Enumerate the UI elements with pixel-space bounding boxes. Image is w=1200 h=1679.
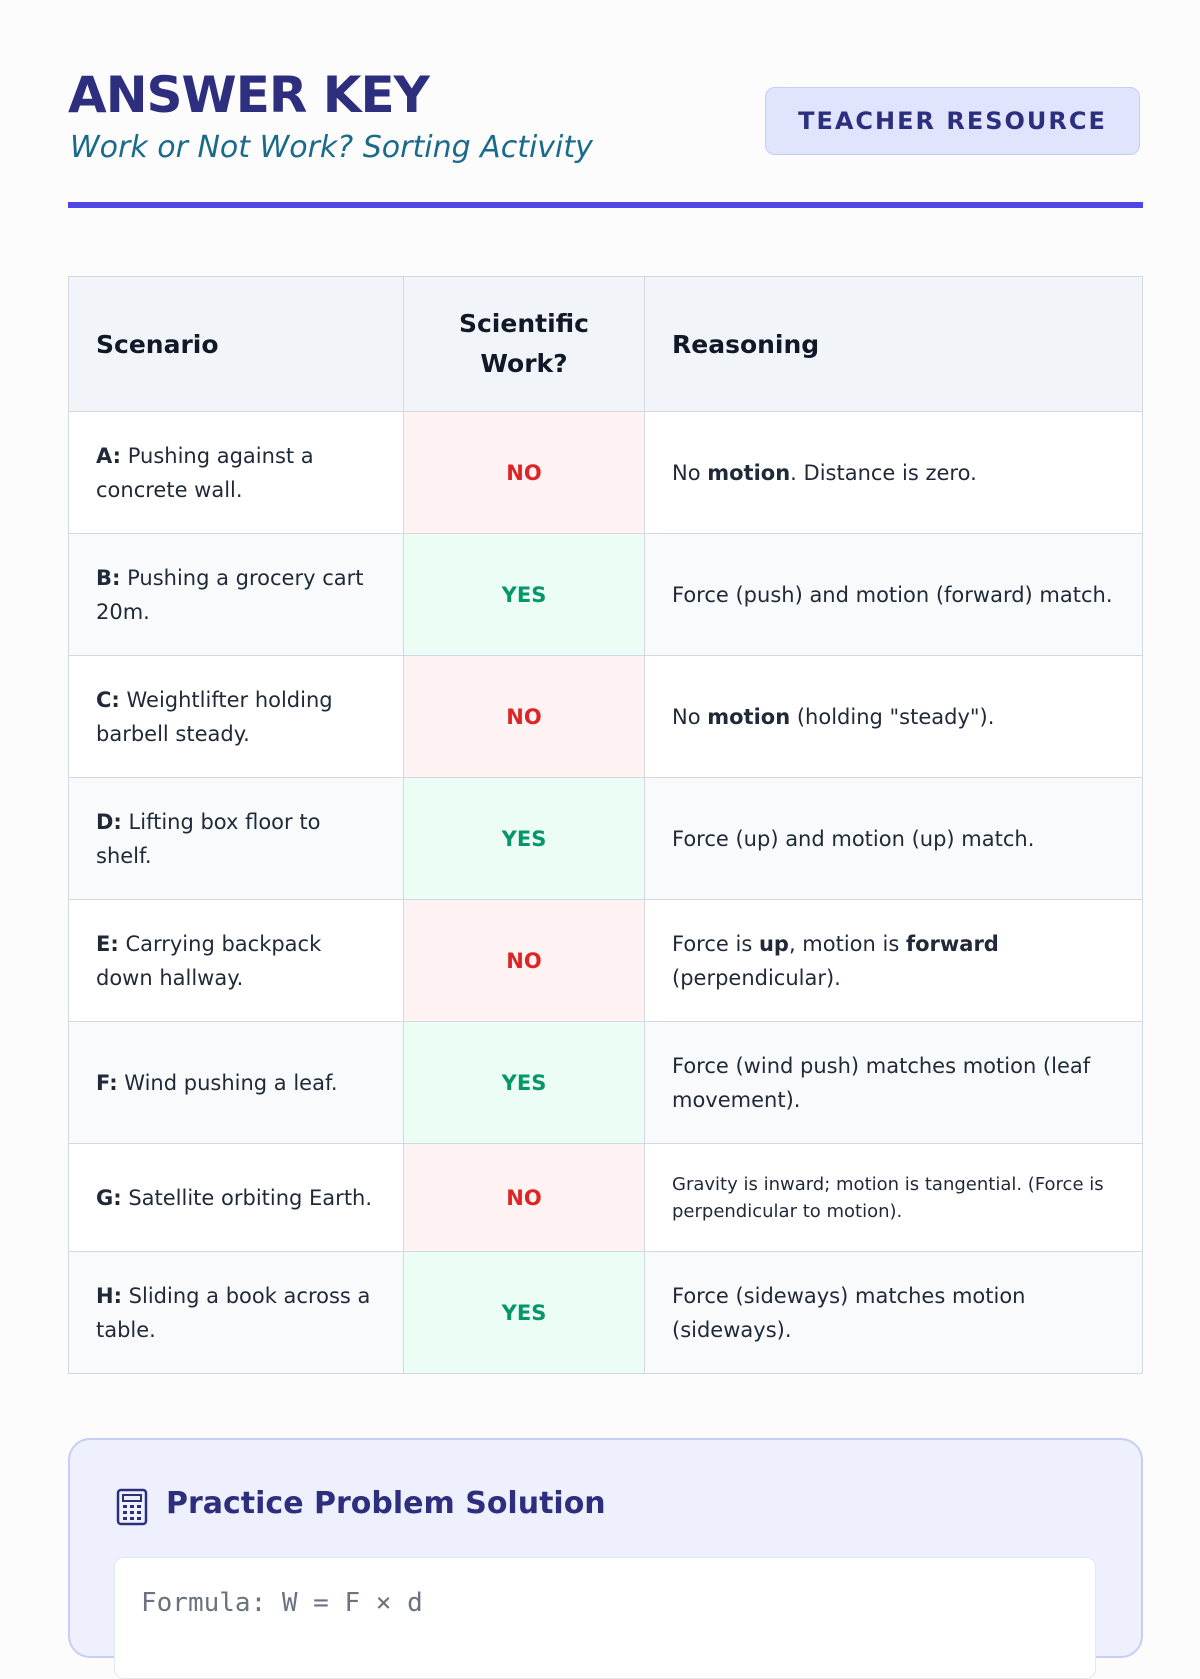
reasoning-text: Gravity is inward; motion is tangential.… — [672, 1173, 1104, 1222]
code-box: Formula: W = F × d — [114, 1557, 1096, 1679]
scenario-text: Pushing against a concrete wall. — [96, 443, 314, 502]
table-row: D: Lifting box floor to shelf. YES Force (… — [68, 777, 1143, 900]
reasoning-text: . Distance is zero. — [790, 460, 977, 485]
scenario-label: B: — [96, 565, 121, 590]
reasoning-cell: Force (sideways) matches motion (sideway… — [644, 1251, 1143, 1374]
reasoning-text: (holding "steady"). — [790, 704, 995, 729]
reasoning-text: No — [672, 704, 708, 729]
reasoning-cell: Force (push) and motion (forward) match. — [644, 533, 1143, 656]
scenario-text: Sliding a book across a table. — [96, 1283, 371, 1342]
table-row: H: Sliding a book across a table. YES Forc… — [68, 1251, 1143, 1374]
reasoning-text: , motion is — [788, 931, 906, 956]
scenario-text: Wind pushing a leaf. — [124, 1070, 338, 1095]
table-row: E: Carrying backpack down hallway. NO Forc… — [68, 899, 1143, 1022]
reasoning-text: up — [758, 931, 789, 956]
table-row: F: Wind pushing a leaf. YES Force (wind pu… — [68, 1021, 1143, 1144]
scenario-label: F: — [96, 1070, 118, 1095]
table-row: A: Pushing against a concrete wall. NO No … — [68, 411, 1143, 534]
reasoning-text: motion — [707, 460, 791, 485]
reasoning-cell: Force (wind push) matches motion (leaf m… — [644, 1021, 1143, 1144]
reasoning-text: Force is — [672, 931, 759, 956]
reasoning-text: Force (push) and motion (forward) match. — [672, 582, 1113, 607]
table-body: A: Pushing against a concrete wall. NO No … — [68, 411, 1143, 1374]
header-cell: Reasoning — [644, 276, 1143, 412]
scenario-label: G: — [96, 1185, 122, 1210]
card-title: Practice Problem Solution — [166, 1486, 606, 1521]
scenario-label: A: — [96, 443, 122, 468]
table-row: B: Pushing a grocery cart 20m. YES Force (… — [68, 533, 1143, 656]
scenario-text: Weightlifter holding barbell steady. — [96, 687, 333, 746]
reasoning-cell: Gravity is inward; motion is tangential.… — [644, 1143, 1143, 1252]
header-row: Scenario Scientific Work? Reasoning — [68, 276, 1143, 412]
scenario-label: E: — [96, 931, 119, 956]
title: ANSWER KEY — [68, 66, 430, 124]
reasoning-cell: Force is up, motion is forward (perpendi… — [644, 899, 1143, 1022]
reasoning-cell: Force (up) and motion (up) match. — [644, 777, 1143, 900]
scenario-text: Pushing a grocery cart 20m. — [96, 565, 364, 624]
page: ANSWER KEY Work or Not Work? Sorting Act… — [68, 66, 1143, 1679]
reasoning-text: Force (sideways) matches motion (sideway… — [672, 1283, 1026, 1342]
subtitle: Work or Not Work? Sorting Activity — [70, 130, 593, 165]
verdict-cell: YES — [403, 533, 645, 656]
reasoning-cell: No motion. Distance is zero. — [644, 411, 1143, 534]
table-row: G: Satellite orbiting Earth. NO Gravity is… — [68, 1143, 1143, 1252]
answer-table: Scenario Scientific Work? Reasoning A: P… — [68, 276, 1143, 1374]
verdict-cell: YES — [403, 1251, 645, 1374]
scenario-label: H: — [96, 1283, 122, 1308]
verdict-cell: NO — [403, 899, 645, 1022]
reasoning-text: Force (up) and motion (up) match. — [672, 826, 1035, 851]
scenario-cell: B: Pushing a grocery cart 20m. — [68, 533, 404, 656]
reasoning-text: forward — [905, 931, 999, 956]
reasoning-text: Force (wind push) matches motion (leaf m… — [672, 1053, 1091, 1112]
solution-card: Practice Problem Solution Formula: W = F… — [68, 1438, 1143, 1679]
formula: Formula: W = F × d — [141, 1588, 423, 1618]
table-row: C: Weightlifter holding barbell steady. N… — [68, 655, 1143, 778]
scenario-cell: G: Satellite orbiting Earth. — [68, 1143, 404, 1252]
reasoning-text: motion — [707, 704, 791, 729]
scenario-cell: H: Sliding a book across a table. — [68, 1251, 404, 1374]
scenario-cell: A: Pushing against a concrete wall. — [68, 411, 404, 534]
calculator-icon — [116, 1488, 148, 1526]
scenario-cell: C: Weightlifter holding barbell steady. — [68, 655, 404, 778]
scenario-cell: D: Lifting box floor to shelf. — [68, 777, 404, 900]
verdict-cell: YES — [403, 1021, 645, 1144]
verdict-cell: NO — [403, 411, 645, 534]
badge: TEACHER RESOURCE — [765, 87, 1140, 155]
verdict-cell: NO — [403, 655, 645, 778]
reasoning-cell: No motion (holding "steady"). — [644, 655, 1143, 778]
scenario-text: Satellite orbiting Earth. — [128, 1185, 373, 1210]
scenario-text: Lifting box floor to shelf. — [96, 809, 321, 868]
scenario-cell: F: Wind pushing a leaf. — [68, 1021, 404, 1144]
scenario-text: Carrying backpack down hallway. — [96, 931, 322, 990]
scenario-label: C: — [96, 687, 120, 712]
divider — [68, 202, 1143, 208]
reasoning-text: (perpendicular). — [672, 965, 841, 990]
scenario-cell: E: Carrying backpack down hallway. — [68, 899, 404, 1022]
verdict-cell: YES — [403, 777, 645, 900]
reasoning-text: No — [672, 460, 708, 485]
scenario-label: D: — [96, 809, 122, 834]
header-cell: Scenario — [68, 276, 404, 412]
verdict-cell: NO — [403, 1143, 645, 1252]
header-cell: Scientific Work? — [403, 276, 645, 412]
